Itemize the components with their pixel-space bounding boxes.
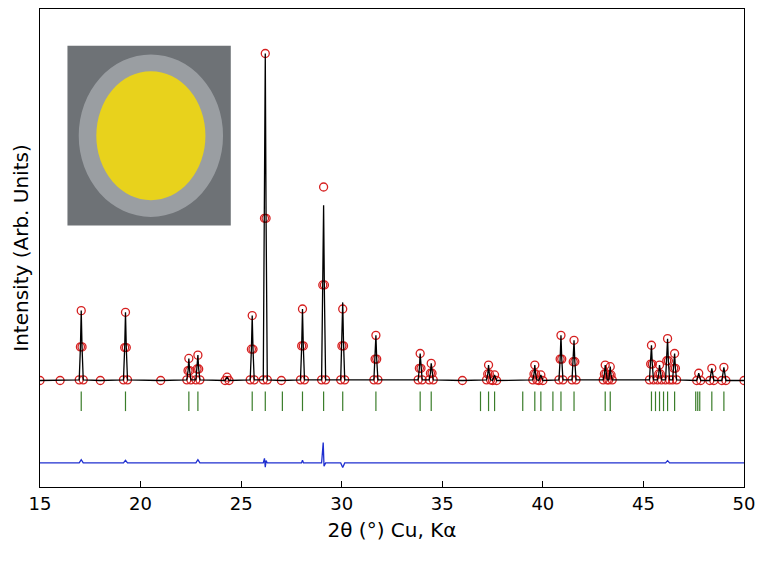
svg-text:30: 30: [330, 493, 353, 514]
svg-text:25: 25: [230, 493, 253, 514]
svg-text:15: 15: [29, 493, 52, 514]
svg-text:Intensity (Arb. Units): Intensity (Arb. Units): [9, 144, 33, 351]
svg-text:2θ (°) Cu, Kα: 2θ (°) Cu, Kα: [328, 518, 457, 542]
svg-text:50: 50: [733, 493, 756, 514]
svg-text:45: 45: [632, 493, 655, 514]
svg-text:35: 35: [431, 493, 454, 514]
svg-text:40: 40: [531, 493, 554, 514]
svg-text:20: 20: [129, 493, 152, 514]
